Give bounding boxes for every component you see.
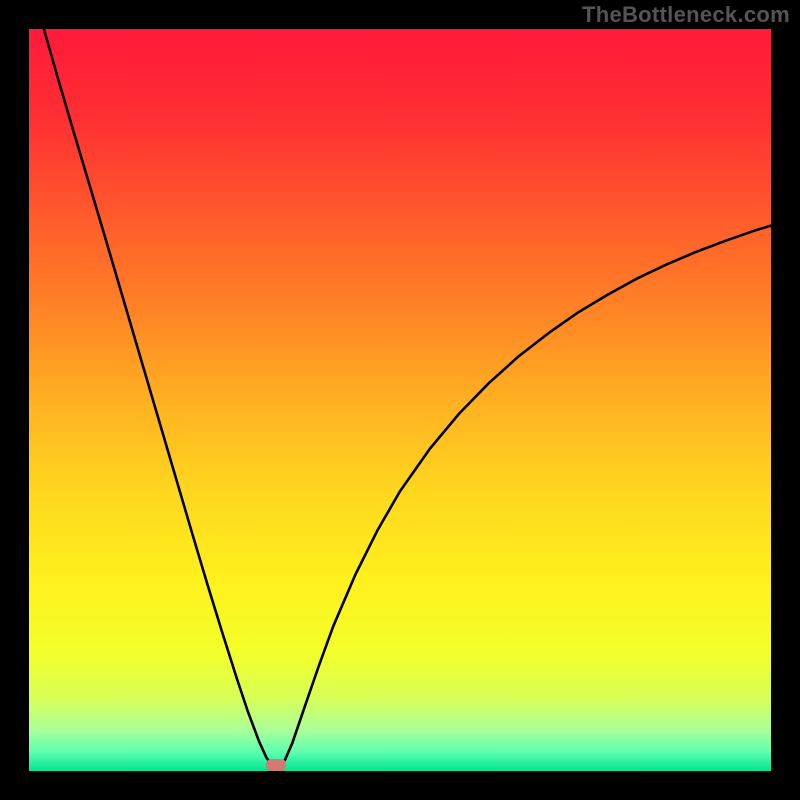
watermark-text: TheBottleneck.com — [582, 2, 790, 28]
gradient-background — [29, 29, 771, 771]
chart-svg — [29, 29, 771, 771]
chart-frame: TheBottleneck.com — [0, 0, 800, 800]
optimum-marker — [266, 759, 286, 771]
plot-area — [29, 29, 771, 771]
